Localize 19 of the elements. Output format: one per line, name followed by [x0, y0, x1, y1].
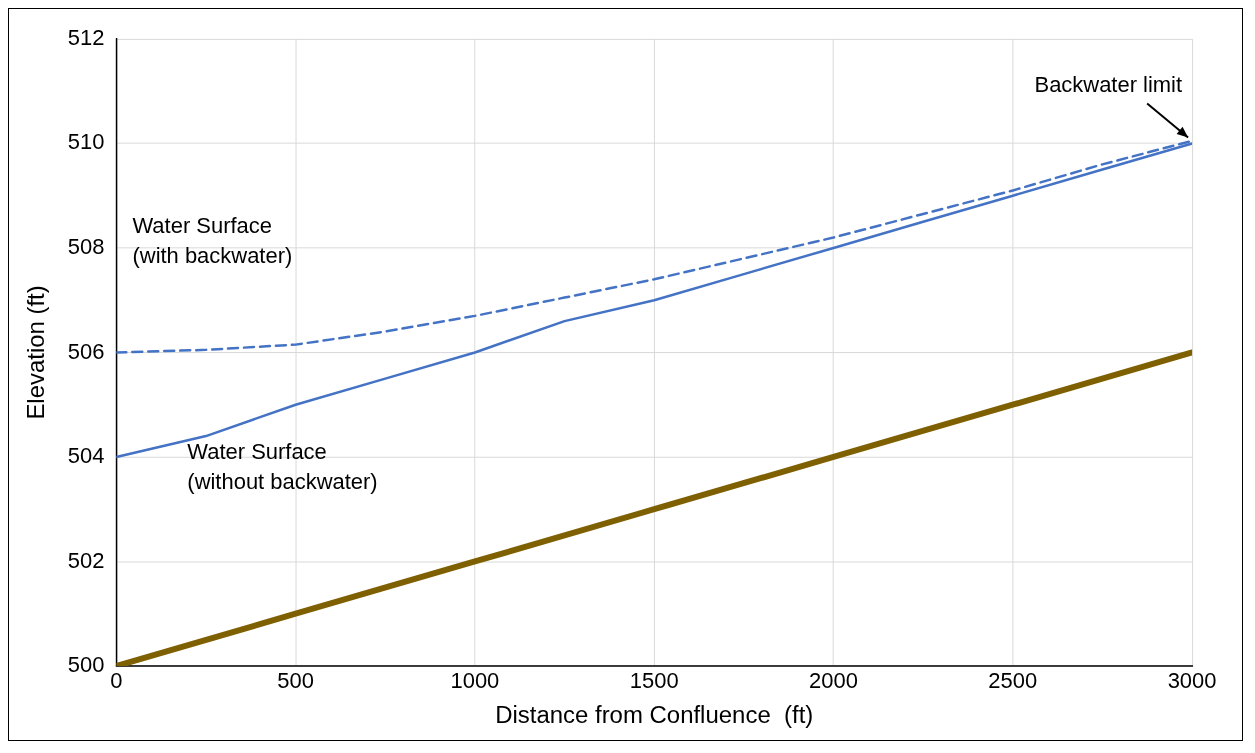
- x-tick-label: 0: [110, 668, 123, 694]
- y-tick-label: 502: [67, 547, 105, 573]
- y-tick-label: 512: [67, 24, 105, 50]
- annotation: Backwater limit: [1034, 71, 1183, 97]
- x-tick-label: 2500: [988, 668, 1038, 694]
- y-tick-label: 500: [67, 652, 105, 678]
- y-tick-label: 508: [67, 234, 105, 259]
- x-tick-label: 500: [277, 668, 314, 694]
- x-tick-label: 3000: [1167, 668, 1217, 694]
- x-tick-label: 1500: [629, 668, 679, 694]
- x-axis-title: Distance from Confluence (ft): [495, 701, 814, 729]
- y-tick-label: 504: [67, 443, 105, 469]
- annotation: Water Surface (without backwater): [187, 438, 378, 494]
- x-tick-label: 2000: [809, 668, 858, 694]
- x-tick-label: 1000: [450, 668, 500, 694]
- y-tick-label: 506: [67, 338, 105, 364]
- annotation: Water Surface (with backwater): [132, 213, 293, 268]
- y-tick-label: 510: [67, 129, 105, 155]
- y-axis-title: Elevation (ft): [21, 285, 49, 420]
